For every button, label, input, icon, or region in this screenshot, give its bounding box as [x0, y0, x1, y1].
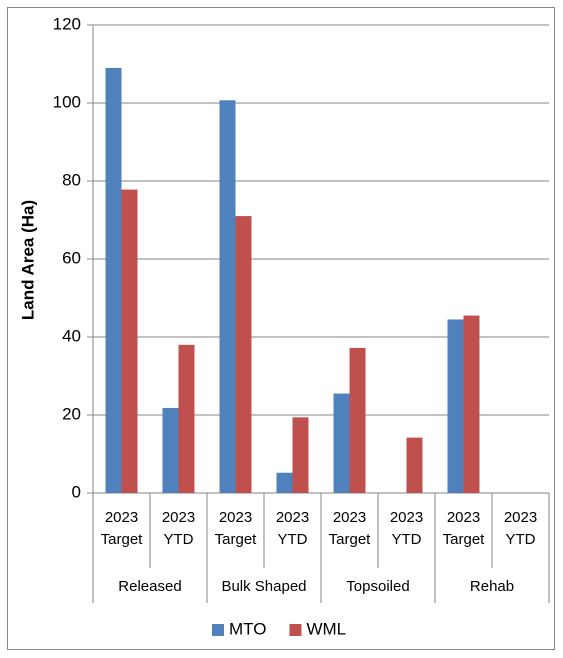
x-tick-label: 2023 YTD	[503, 509, 538, 548]
y-tick-label: 100	[53, 92, 81, 111]
x-tick-label: 2023 YTD	[161, 509, 196, 548]
group-label: Topsoiled	[346, 578, 410, 595]
bar	[219, 100, 236, 494]
y-tick-label: 20	[62, 404, 81, 423]
legend-label: WML	[306, 619, 346, 638]
y-tick-label: 120	[53, 14, 81, 33]
group-label: Rehab	[469, 578, 515, 595]
group-label: Released	[118, 578, 182, 595]
bar	[276, 472, 293, 493]
y-tick-label: 40	[62, 326, 81, 345]
x-tick-label: 2023 Target	[442, 509, 485, 548]
bar	[447, 319, 464, 493]
group-label: Bulk Shaped	[221, 578, 307, 595]
bar	[333, 393, 350, 493]
legend-swatch	[212, 624, 224, 636]
y-tick-label: 0	[72, 482, 81, 501]
x-tick-label: 2023 Target	[100, 509, 143, 548]
bar	[292, 417, 309, 493]
x-tick-label: 2023 YTD	[275, 509, 310, 548]
bar	[121, 189, 138, 493]
y-axis-label: Land Area (Ha)	[18, 200, 37, 320]
x-tick-label: 2023 YTD	[389, 509, 424, 548]
y-tick-label: 60	[62, 248, 81, 267]
legend-label: MTO	[229, 619, 266, 638]
x-tick-label: 2023 Target	[328, 509, 371, 548]
bar	[463, 315, 480, 493]
bar	[406, 437, 423, 493]
y-tick-label: 80	[62, 170, 81, 189]
bar	[105, 67, 122, 494]
legend-swatch	[289, 624, 302, 636]
x-tick-label: 2023 Target	[214, 509, 257, 548]
bar	[162, 407, 179, 493]
bar	[178, 344, 195, 493]
chart-border	[7, 7, 555, 650]
bar	[349, 347, 366, 493]
bar	[235, 216, 252, 493]
